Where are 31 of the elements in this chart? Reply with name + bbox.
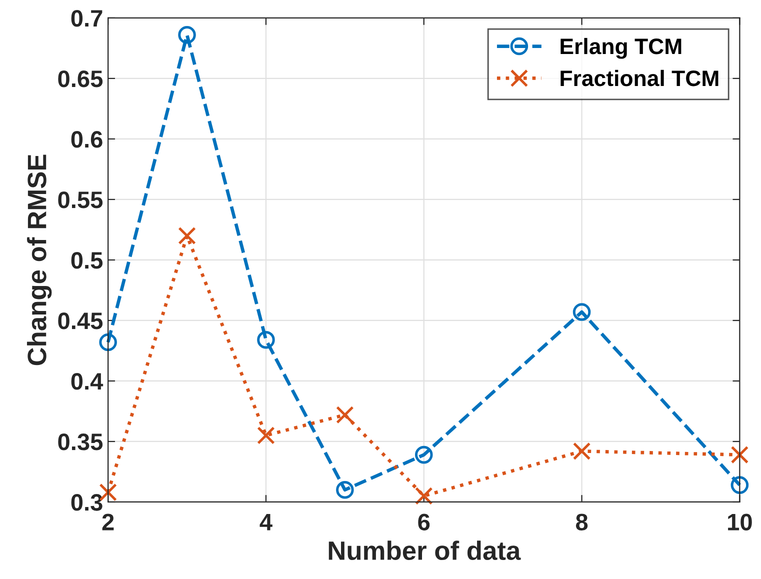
x-tick-label: 2 xyxy=(102,514,114,530)
x-tick-label: 8 xyxy=(576,514,588,530)
x-tick-label: 6 xyxy=(418,514,430,530)
legend-label: Erlang TCM xyxy=(560,38,682,59)
point xyxy=(414,446,433,464)
point xyxy=(178,26,196,44)
y-tick-label: 0.7 xyxy=(71,10,102,27)
point xyxy=(257,330,275,349)
legend-label: Fractional TCM xyxy=(560,70,718,86)
point xyxy=(336,481,354,499)
x-tick-label: 10 xyxy=(728,514,752,530)
y-axis-title: Change of RMSE xyxy=(26,154,52,366)
point xyxy=(730,476,749,494)
y-tick-label: 0.55 xyxy=(58,192,103,208)
point xyxy=(572,303,591,321)
y-tick-label: 0.45 xyxy=(58,312,103,330)
point xyxy=(414,487,433,505)
point xyxy=(257,426,275,444)
point xyxy=(178,226,196,245)
point xyxy=(336,406,354,424)
y-tick-label: 0.4 xyxy=(71,373,104,390)
y-tick-label: 0.3 xyxy=(71,494,102,511)
point xyxy=(730,446,749,464)
x-tick-label: 4 xyxy=(260,514,272,530)
y-tick-label: 0.5 xyxy=(71,252,103,269)
point xyxy=(99,333,117,352)
y-tick-label: 0.65 xyxy=(58,70,103,88)
y-tick-label: 0.6 xyxy=(71,131,102,148)
point xyxy=(572,442,591,460)
x-axis-title: Number of data xyxy=(328,540,521,560)
y-tick-label: 0.35 xyxy=(58,434,103,450)
